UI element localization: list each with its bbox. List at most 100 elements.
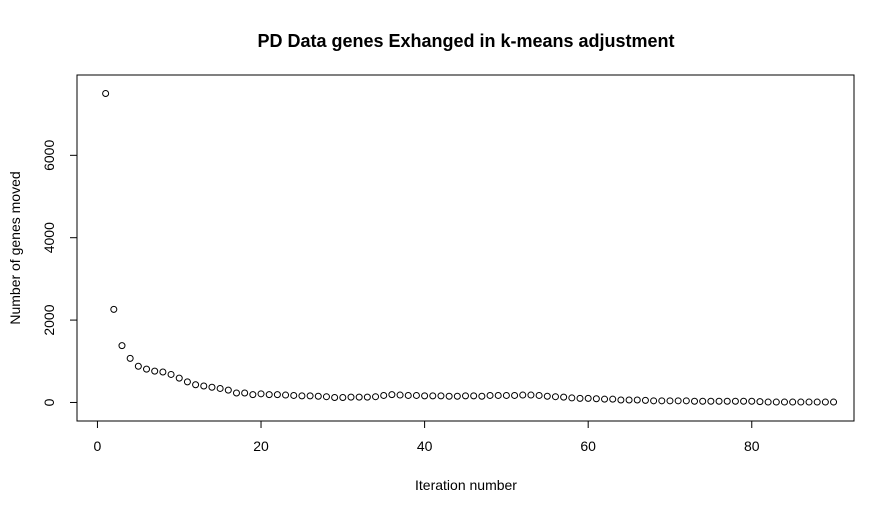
data-point	[527, 391, 535, 399]
data-point	[519, 391, 527, 399]
data-point	[601, 395, 609, 403]
data-point	[453, 392, 461, 400]
data-point	[355, 393, 363, 401]
data-point	[666, 397, 674, 405]
data-point	[707, 397, 715, 405]
data-point	[118, 342, 126, 350]
data-point	[159, 368, 167, 376]
data-point	[723, 397, 731, 405]
data-point	[821, 398, 829, 406]
data-point	[306, 392, 314, 400]
data-point	[584, 394, 592, 402]
chart-title: PD Data genes Exhanged in k-means adjust…	[257, 31, 674, 51]
data-point	[674, 397, 682, 405]
data-point	[789, 398, 797, 406]
data-point	[715, 397, 723, 405]
data-point	[486, 391, 494, 399]
x-tick-label: 40	[417, 438, 433, 454]
data-point	[143, 365, 151, 373]
data-point	[609, 395, 617, 403]
data-point	[421, 392, 429, 400]
data-point	[372, 393, 380, 401]
data-point	[265, 391, 273, 399]
data-point	[445, 392, 453, 400]
x-axis: 0 20 40 60 80	[94, 420, 760, 454]
data-point	[200, 382, 208, 390]
data-point	[830, 398, 838, 406]
data-point	[224, 386, 232, 394]
data-point	[437, 392, 445, 400]
data-point	[412, 391, 420, 399]
data-point	[175, 374, 183, 382]
data-point	[682, 397, 690, 405]
data-point	[625, 396, 633, 404]
data-point	[494, 391, 502, 399]
data-point	[273, 391, 281, 399]
data-point	[110, 305, 118, 313]
data-point	[740, 397, 748, 405]
data-point	[511, 391, 519, 399]
data-point	[462, 392, 469, 400]
data-point	[134, 362, 142, 370]
data-point	[241, 389, 249, 397]
data-point	[192, 381, 200, 389]
data-point	[167, 370, 175, 378]
data-point	[363, 393, 371, 401]
data-point	[535, 391, 543, 399]
data-point	[748, 397, 756, 405]
data-point	[650, 397, 658, 405]
y-axis: 0 2000 4000 6000	[41, 140, 78, 406]
data-point	[183, 378, 191, 386]
data-point	[502, 391, 510, 399]
data-point	[331, 394, 339, 402]
data-point	[126, 354, 134, 362]
data-point	[388, 391, 396, 399]
y-tick-label: 4000	[41, 222, 57, 253]
y-tick-label: 2000	[41, 304, 57, 335]
data-point	[813, 398, 821, 406]
data-point	[102, 90, 110, 98]
data-point	[772, 398, 780, 406]
data-point	[691, 397, 699, 405]
data-point	[208, 383, 216, 391]
data-point	[339, 394, 347, 402]
data-point	[232, 389, 240, 397]
data-point	[731, 397, 739, 405]
data-point	[429, 392, 437, 400]
data-point	[543, 392, 551, 400]
data-point	[551, 393, 559, 401]
y-tick-label: 0	[41, 398, 57, 406]
x-tick-label: 60	[580, 438, 596, 454]
data-point	[282, 391, 290, 399]
data-point	[780, 398, 788, 406]
x-tick-label: 0	[94, 438, 102, 454]
x-tick-label: 20	[253, 438, 269, 454]
data-point	[322, 393, 330, 401]
y-tick-label: 6000	[41, 140, 57, 171]
data-point	[347, 393, 355, 401]
data-points	[102, 90, 838, 406]
data-point	[380, 391, 388, 399]
data-point	[797, 398, 805, 406]
data-point	[314, 392, 322, 400]
data-point	[592, 395, 600, 403]
data-point	[298, 392, 306, 400]
data-point	[216, 384, 224, 392]
data-point	[478, 392, 486, 400]
data-point	[617, 396, 625, 404]
y-axis-label: Number of genes moved	[7, 171, 23, 324]
data-point	[249, 391, 257, 399]
data-point	[699, 397, 707, 405]
data-point	[470, 392, 478, 400]
data-point	[404, 391, 412, 399]
data-point	[641, 396, 649, 404]
x-tick-label: 80	[744, 438, 760, 454]
data-point	[764, 398, 772, 406]
x-axis-label: Iteration number	[415, 477, 517, 493]
data-point	[805, 398, 813, 406]
data-point	[658, 397, 666, 405]
data-point	[151, 367, 159, 375]
data-point	[576, 394, 584, 402]
data-point	[290, 391, 298, 399]
